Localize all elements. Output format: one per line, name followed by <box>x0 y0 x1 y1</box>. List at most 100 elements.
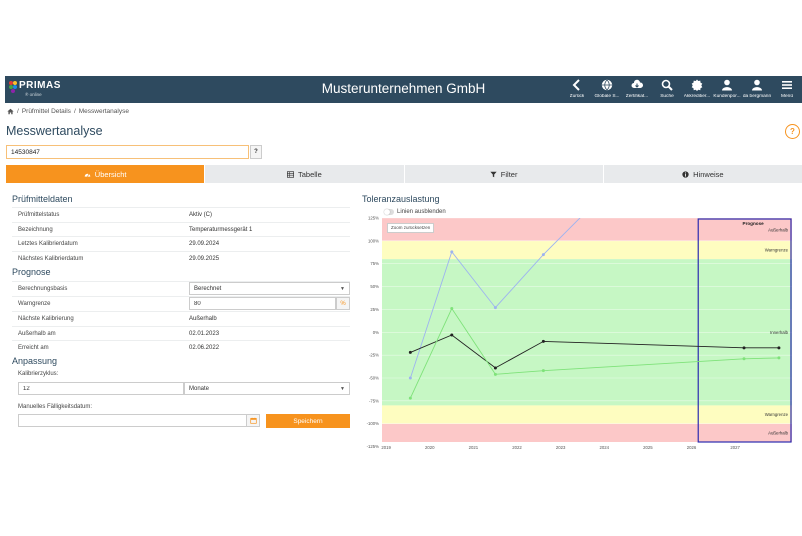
kalibrierzyklus-label: Kalibrierzyklus: <box>18 371 59 377</box>
nav-item-6[interactable]: da bergmann <box>742 76 772 103</box>
cloud-download-icon <box>631 79 643 88</box>
warngrenze-label: Warngrenze <box>18 301 51 307</box>
x-tick-label: 2022 <box>512 445 522 450</box>
user-icon <box>722 79 732 91</box>
info-row-value: 29.09.2025 <box>189 256 220 263</box>
hide-lines-toggle[interactable] <box>384 209 394 215</box>
breadcrumb-pruefmittel-details[interactable]: Prüfmittel Details <box>21 108 71 115</box>
prognose-label: Prognose <box>743 221 765 226</box>
nav-item-2[interactable]: Zertifikat... <box>622 76 652 103</box>
y-tick-label: 125% <box>368 216 379 221</box>
info-row-label: Nächstes Kalibrierdatum <box>18 256 84 263</box>
info-row: Erreicht am 02.06.2022 <box>12 340 350 355</box>
zone-label-bottom-warn: Warngrenze <box>765 412 789 417</box>
info-row-value: Aktiv (C) <box>189 212 212 218</box>
tab-filter[interactable]: Filter <box>404 165 603 183</box>
x-tick-label: 2024 <box>599 445 609 450</box>
info-row: Außerhalb am 02.01.2023 <box>12 325 350 341</box>
series-point <box>408 350 412 354</box>
series-point <box>541 339 545 343</box>
kalibrierzyklus-input[interactable] <box>18 382 184 395</box>
x-tick-label: 2026 <box>687 445 697 450</box>
tab-uebersicht[interactable]: Übersicht <box>6 165 205 183</box>
tolerance-chart: 125% 100% 75% 50% 25% 0% -25% -50% -75% -100% -125… <box>367 216 792 450</box>
search-icon <box>661 79 673 91</box>
nav-item-label: Akkreditier... <box>683 94 711 99</box>
berechnungsbasis-select[interactable]: Berechnet ▼ <box>189 282 350 295</box>
nav-item-7[interactable]: Menü <box>772 76 802 103</box>
zoom-reset-button[interactable]: Zoom zurücksetzen <box>387 223 435 233</box>
series-point <box>493 306 497 310</box>
info-row: Bezeichnung Temperaturmessgerät 1 <box>12 221 350 237</box>
nav-item-label: Kundenpor... <box>713 94 741 99</box>
info-row-label: Prüfmittelstatus <box>18 212 60 218</box>
filter-icon <box>490 171 497 177</box>
y-tick-label: 75% <box>370 261 379 266</box>
y-tick-label: -50% <box>369 376 379 381</box>
series-point <box>450 307 454 311</box>
home-icon[interactable] <box>7 108 14 115</box>
tab-bar: Übersicht Tabelle Filter Hinweise <box>6 165 802 183</box>
faelligkeitsdatum-input[interactable] <box>18 414 247 427</box>
nav-item-label: Globale S... <box>594 94 620 99</box>
info-row-value: Temperaturmessgerät 1 <box>189 226 253 233</box>
logo-subtext: ® online <box>25 92 42 97</box>
info-row-label: Nächste Kalibrierung <box>18 316 74 322</box>
nav-item-0[interactable]: Zurück <box>562 76 592 103</box>
zone-label-inside: Innerhalb <box>770 330 789 335</box>
id-help-button[interactable]: ? <box>250 145 262 159</box>
x-tick-label: 2027 <box>730 445 740 450</box>
info-row-label: Bezeichnung <box>18 226 53 233</box>
save-button[interactable]: Speichern <box>266 414 350 428</box>
y-tick-label: 50% <box>370 284 379 289</box>
series-point <box>777 346 781 350</box>
prognose-box <box>697 218 792 443</box>
kalibrierzyklus-unit-value: Monate <box>189 386 210 392</box>
section-pruefmitteldaten-title: Prüfmitteldaten <box>12 194 73 204</box>
tab-hinweise[interactable]: Hinweise <box>603 165 802 183</box>
y-tick-label: 100% <box>368 238 379 243</box>
nav-item-5[interactable]: Kundenpor... <box>712 76 742 103</box>
nav-item-1[interactable]: Globale S... <box>592 76 622 103</box>
tab-tabelle[interactable]: Tabelle <box>205 165 404 183</box>
nav-item-4[interactable]: Akkreditier... <box>682 76 712 103</box>
info-row: Prüfmittelstatus Aktiv (C) <box>12 207 350 222</box>
berechnungsbasis-value: Berechnet <box>194 286 222 292</box>
tab-label: Übersicht <box>94 169 127 179</box>
table-icon <box>286 170 294 178</box>
chevron-down-icon: ▼ <box>340 286 345 292</box>
equipment-id-input[interactable] <box>6 145 249 159</box>
info-row-label: Außerhalb am <box>18 330 56 337</box>
info-row-value: 29.09.2024 <box>189 241 220 248</box>
series-point <box>493 366 497 370</box>
chart-zone-warn <box>382 240 792 260</box>
hide-lines-label: Linien ausblenden <box>397 208 446 215</box>
zone-label-top-warn: Warngrenze <box>765 248 789 253</box>
logo-text: PRIMAS <box>19 80 61 91</box>
page-title: Messwertanalyse <box>6 124 103 138</box>
info-row-label: Erreicht am <box>18 345 49 352</box>
user-icon <box>752 79 762 91</box>
chart-zone-out <box>382 423 792 442</box>
y-tick-label: -100% <box>367 421 380 426</box>
y-tick-label: 25% <box>370 307 379 312</box>
nav-item-label: da bergmann <box>742 94 772 99</box>
certificate-icon <box>691 79 703 91</box>
warngrenze-input[interactable] <box>189 297 336 310</box>
help-button[interactable]: ? <box>785 124 800 139</box>
faelligkeitsdatum-label: Manuelles Fälligkeitsdatum: <box>18 404 93 410</box>
series-point <box>742 357 746 361</box>
y-tick-label: -125% <box>367 444 380 449</box>
nav-item-3[interactable]: Suche <box>652 76 682 103</box>
primas-logo[interactable]: PRIMAS ® online <box>9 80 69 100</box>
info-row-value: 02.01.2023 <box>189 330 220 337</box>
calendar-icon[interactable] <box>246 414 260 427</box>
nav-item-label: Zertifikat... <box>625 94 649 99</box>
kalibrierzyklus-unit-select[interactable]: Monate ▼ <box>184 382 350 395</box>
y-tick-label: -25% <box>369 353 379 358</box>
top-bar: PRIMAS ® online Musterunternehmen GmbH Z… <box>5 76 802 103</box>
info-row-value: Außerhalb <box>189 316 217 322</box>
info-row: Nächste Kalibrierung Außerhalb <box>12 311 350 326</box>
info-row-label: Letztes Kalibrierdatum <box>18 241 78 248</box>
series-point <box>541 253 545 257</box>
